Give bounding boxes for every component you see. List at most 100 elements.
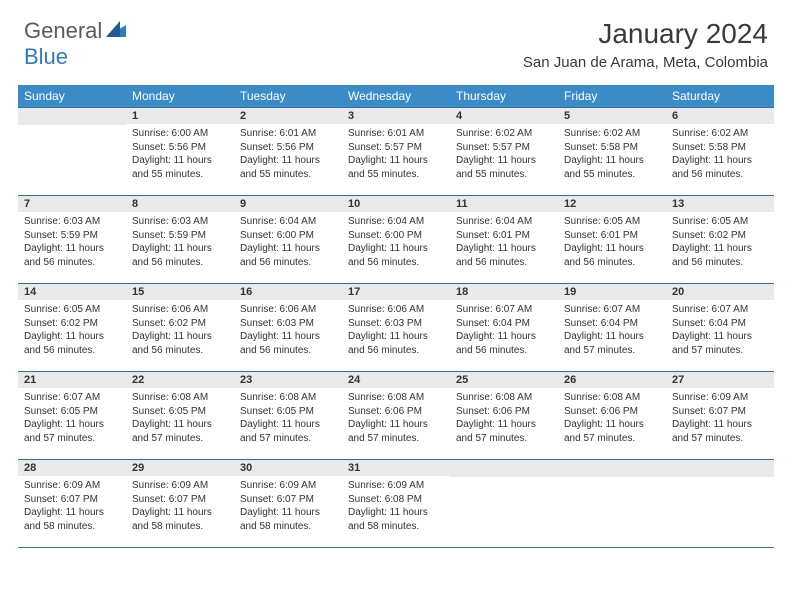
daylight-text: Daylight: 11 hours and 56 minutes. xyxy=(456,242,552,269)
weekday-header: Monday xyxy=(126,85,234,107)
sunrise-text: Sunrise: 6:08 AM xyxy=(132,391,228,405)
daylight-text: Daylight: 11 hours and 57 minutes. xyxy=(456,418,552,445)
day-number: 17 xyxy=(342,283,450,300)
sunrise-text: Sunrise: 6:09 AM xyxy=(348,479,444,493)
sunset-text: Sunset: 6:03 PM xyxy=(240,317,336,331)
calendar-day-cell: 26Sunrise: 6:08 AMSunset: 6:06 PMDayligh… xyxy=(558,371,666,459)
day-number: 5 xyxy=(558,107,666,124)
day-number: 16 xyxy=(234,283,342,300)
brand-part2-wrap: Blue xyxy=(24,44,68,70)
sunrise-text: Sunrise: 6:01 AM xyxy=(348,127,444,141)
daylight-text: Daylight: 11 hours and 57 minutes. xyxy=(672,418,768,445)
day-content: Sunrise: 6:08 AMSunset: 6:05 PMDaylight:… xyxy=(234,388,342,451)
day-number: 22 xyxy=(126,371,234,388)
sunset-text: Sunset: 5:56 PM xyxy=(132,141,228,155)
day-number: 6 xyxy=(666,107,774,124)
daylight-text: Daylight: 11 hours and 56 minutes. xyxy=(24,330,120,357)
day-content: Sunrise: 6:09 AMSunset: 6:08 PMDaylight:… xyxy=(342,476,450,539)
day-number: 28 xyxy=(18,459,126,476)
day-content: Sunrise: 6:08 AMSunset: 6:06 PMDaylight:… xyxy=(450,388,558,451)
daylight-text: Daylight: 11 hours and 55 minutes. xyxy=(564,154,660,181)
calendar-day-cell: 1Sunrise: 6:00 AMSunset: 5:56 PMDaylight… xyxy=(126,107,234,195)
calendar-week-row: 1Sunrise: 6:00 AMSunset: 5:56 PMDaylight… xyxy=(18,107,774,195)
day-number: 4 xyxy=(450,107,558,124)
sunset-text: Sunset: 6:02 PM xyxy=(672,229,768,243)
day-number: 15 xyxy=(126,283,234,300)
day-content: Sunrise: 6:02 AMSunset: 5:57 PMDaylight:… xyxy=(450,124,558,187)
day-content: Sunrise: 6:01 AMSunset: 5:56 PMDaylight:… xyxy=(234,124,342,187)
calendar-day-cell: 9Sunrise: 6:04 AMSunset: 6:00 PMDaylight… xyxy=(234,195,342,283)
sunrise-text: Sunrise: 6:08 AM xyxy=(348,391,444,405)
sunrise-text: Sunrise: 6:03 AM xyxy=(24,215,120,229)
day-number: 31 xyxy=(342,459,450,476)
day-content: Sunrise: 6:06 AMSunset: 6:03 PMDaylight:… xyxy=(342,300,450,363)
calendar-day-cell xyxy=(666,459,774,547)
calendar-day-cell: 28Sunrise: 6:09 AMSunset: 6:07 PMDayligh… xyxy=(18,459,126,547)
calendar-day-cell: 25Sunrise: 6:08 AMSunset: 6:06 PMDayligh… xyxy=(450,371,558,459)
sunrise-text: Sunrise: 6:04 AM xyxy=(456,215,552,229)
brand-triangle-icon xyxy=(106,21,126,42)
daylight-text: Daylight: 11 hours and 57 minutes. xyxy=(348,418,444,445)
sunrise-text: Sunrise: 6:09 AM xyxy=(672,391,768,405)
day-number: 27 xyxy=(666,371,774,388)
sunrise-text: Sunrise: 6:08 AM xyxy=(456,391,552,405)
daylight-text: Daylight: 11 hours and 56 minutes. xyxy=(672,154,768,181)
calendar-day-cell xyxy=(18,107,126,195)
day-content: Sunrise: 6:01 AMSunset: 5:57 PMDaylight:… xyxy=(342,124,450,187)
daylight-text: Daylight: 11 hours and 55 minutes. xyxy=(240,154,336,181)
sunrise-text: Sunrise: 6:08 AM xyxy=(240,391,336,405)
day-content: Sunrise: 6:02 AMSunset: 5:58 PMDaylight:… xyxy=(666,124,774,187)
calendar-day-cell: 15Sunrise: 6:06 AMSunset: 6:02 PMDayligh… xyxy=(126,283,234,371)
sunset-text: Sunset: 6:04 PM xyxy=(456,317,552,331)
calendar-week-row: 7Sunrise: 6:03 AMSunset: 5:59 PMDaylight… xyxy=(18,195,774,283)
sunset-text: Sunset: 6:04 PM xyxy=(564,317,660,331)
day-content: Sunrise: 6:04 AMSunset: 6:00 PMDaylight:… xyxy=(342,212,450,275)
empty-daynum-bar xyxy=(18,107,126,125)
day-number: 7 xyxy=(18,195,126,212)
day-number: 9 xyxy=(234,195,342,212)
daylight-text: Daylight: 11 hours and 57 minutes. xyxy=(240,418,336,445)
daylight-text: Daylight: 11 hours and 56 minutes. xyxy=(240,242,336,269)
sunset-text: Sunset: 6:07 PM xyxy=(240,493,336,507)
day-content: Sunrise: 6:05 AMSunset: 6:01 PMDaylight:… xyxy=(558,212,666,275)
sunrise-text: Sunrise: 6:07 AM xyxy=(24,391,120,405)
day-content: Sunrise: 6:00 AMSunset: 5:56 PMDaylight:… xyxy=(126,124,234,187)
day-content: Sunrise: 6:09 AMSunset: 6:07 PMDaylight:… xyxy=(666,388,774,451)
daylight-text: Daylight: 11 hours and 56 minutes. xyxy=(348,330,444,357)
daylight-text: Daylight: 11 hours and 56 minutes. xyxy=(132,242,228,269)
daylight-text: Daylight: 11 hours and 57 minutes. xyxy=(672,330,768,357)
sunset-text: Sunset: 6:02 PM xyxy=(24,317,120,331)
brand-logo: General xyxy=(24,18,128,44)
day-number: 18 xyxy=(450,283,558,300)
calendar-day-cell: 17Sunrise: 6:06 AMSunset: 6:03 PMDayligh… xyxy=(342,283,450,371)
day-content: Sunrise: 6:04 AMSunset: 6:00 PMDaylight:… xyxy=(234,212,342,275)
calendar-day-cell: 8Sunrise: 6:03 AMSunset: 5:59 PMDaylight… xyxy=(126,195,234,283)
calendar-body: 1Sunrise: 6:00 AMSunset: 5:56 PMDaylight… xyxy=(18,107,774,548)
calendar-table: SundayMondayTuesdayWednesdayThursdayFrid… xyxy=(18,85,774,548)
day-number: 25 xyxy=(450,371,558,388)
sunset-text: Sunset: 5:56 PM xyxy=(240,141,336,155)
sunrise-text: Sunrise: 6:09 AM xyxy=(132,479,228,493)
weekday-header: Wednesday xyxy=(342,85,450,107)
daylight-text: Daylight: 11 hours and 56 minutes. xyxy=(672,242,768,269)
sunset-text: Sunset: 6:06 PM xyxy=(456,405,552,419)
calendar-day-cell: 29Sunrise: 6:09 AMSunset: 6:07 PMDayligh… xyxy=(126,459,234,547)
calendar-day-cell: 31Sunrise: 6:09 AMSunset: 6:08 PMDayligh… xyxy=(342,459,450,547)
day-content: Sunrise: 6:08 AMSunset: 6:06 PMDaylight:… xyxy=(558,388,666,451)
day-number: 20 xyxy=(666,283,774,300)
calendar-day-cell xyxy=(450,459,558,547)
weekday-header: Sunday xyxy=(18,85,126,107)
calendar-day-cell: 18Sunrise: 6:07 AMSunset: 6:04 PMDayligh… xyxy=(450,283,558,371)
brand-part2: Blue xyxy=(24,44,68,69)
sunrise-text: Sunrise: 6:05 AM xyxy=(564,215,660,229)
daylight-text: Daylight: 11 hours and 57 minutes. xyxy=(564,330,660,357)
sunrise-text: Sunrise: 6:00 AM xyxy=(132,127,228,141)
sunrise-text: Sunrise: 6:02 AM xyxy=(564,127,660,141)
day-content: Sunrise: 6:07 AMSunset: 6:04 PMDaylight:… xyxy=(558,300,666,363)
weekday-header: Tuesday xyxy=(234,85,342,107)
sunset-text: Sunset: 6:06 PM xyxy=(348,405,444,419)
daylight-text: Daylight: 11 hours and 56 minutes. xyxy=(240,330,336,357)
page-header: General January 2024 San Juan de Arama, … xyxy=(0,0,792,79)
calendar-day-cell: 24Sunrise: 6:08 AMSunset: 6:06 PMDayligh… xyxy=(342,371,450,459)
day-number: 2 xyxy=(234,107,342,124)
